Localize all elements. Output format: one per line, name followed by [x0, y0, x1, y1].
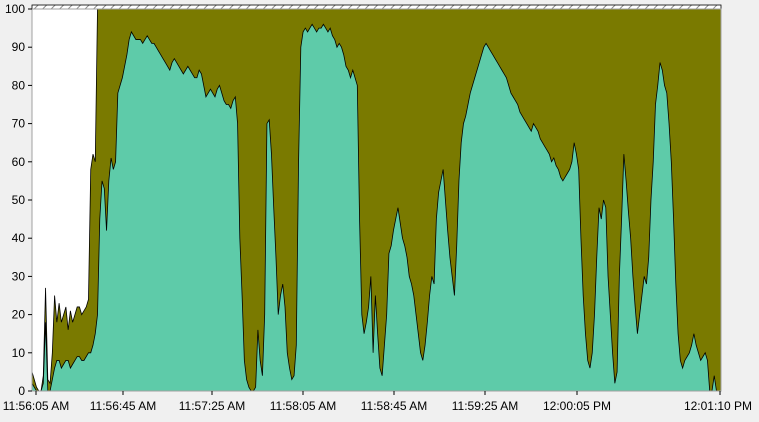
x-tick-label: 11:56:05 AM: [3, 399, 70, 413]
y-tick-label: 20: [12, 308, 26, 322]
y-tick-label: 80: [12, 78, 26, 92]
y-tick-label: 0: [18, 384, 25, 398]
y-tick-label: 40: [12, 231, 26, 245]
y-tick-label: 50: [12, 193, 26, 207]
y-tick-label: 10: [12, 346, 26, 360]
limit-band: [31, 4, 722, 10]
x-tick-label: 12:00:05 PM: [543, 399, 611, 413]
x-tick-label: 11:58:45 AM: [361, 399, 428, 413]
x-tick-label: 11:59:25 AM: [452, 399, 519, 413]
y-tick-label: 70: [12, 117, 26, 131]
x-tick-label: 11:57:25 AM: [179, 399, 246, 413]
lower-series-area-outline: [31, 23, 721, 392]
y-tick-label: 90: [12, 40, 26, 54]
y-tick-label: 30: [12, 269, 26, 283]
y-tick-label: 100: [5, 2, 25, 16]
y-tick-label: 60: [12, 155, 26, 169]
x-tick-label: 12:01:10 PM: [684, 399, 752, 413]
x-tick-label: 11:56:45 AM: [90, 399, 157, 413]
lower-series-area: [32, 24, 721, 392]
x-tick-label: 11:58:05 AM: [270, 399, 337, 413]
